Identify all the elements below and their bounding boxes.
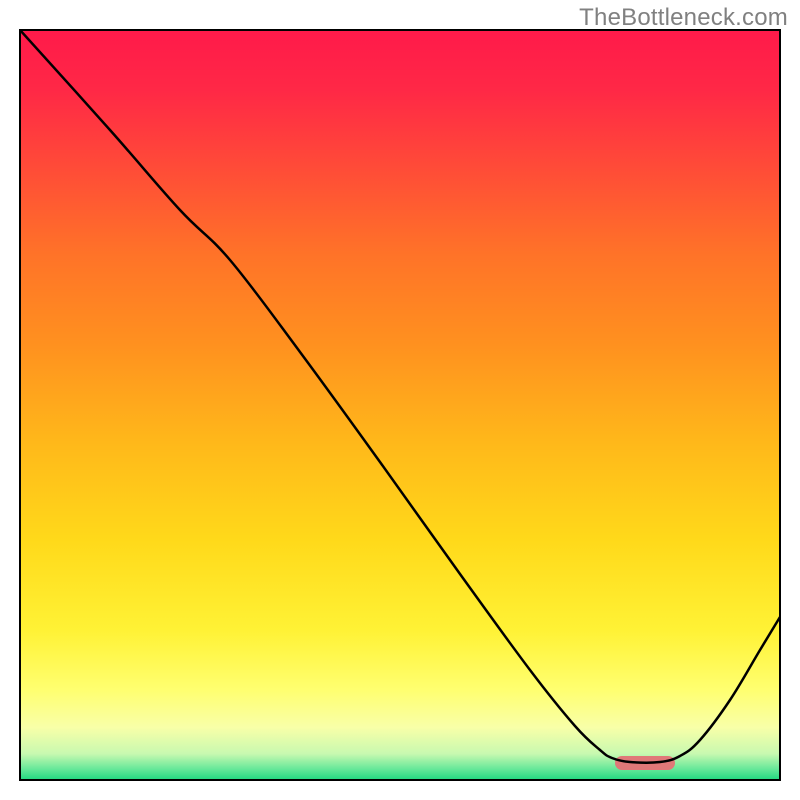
chart-svg: [0, 0, 800, 800]
gradient-background: [20, 30, 780, 780]
watermark-text: TheBottleneck.com: [579, 4, 788, 32]
bottleneck-chart: TheBottleneck.com: [0, 0, 800, 800]
